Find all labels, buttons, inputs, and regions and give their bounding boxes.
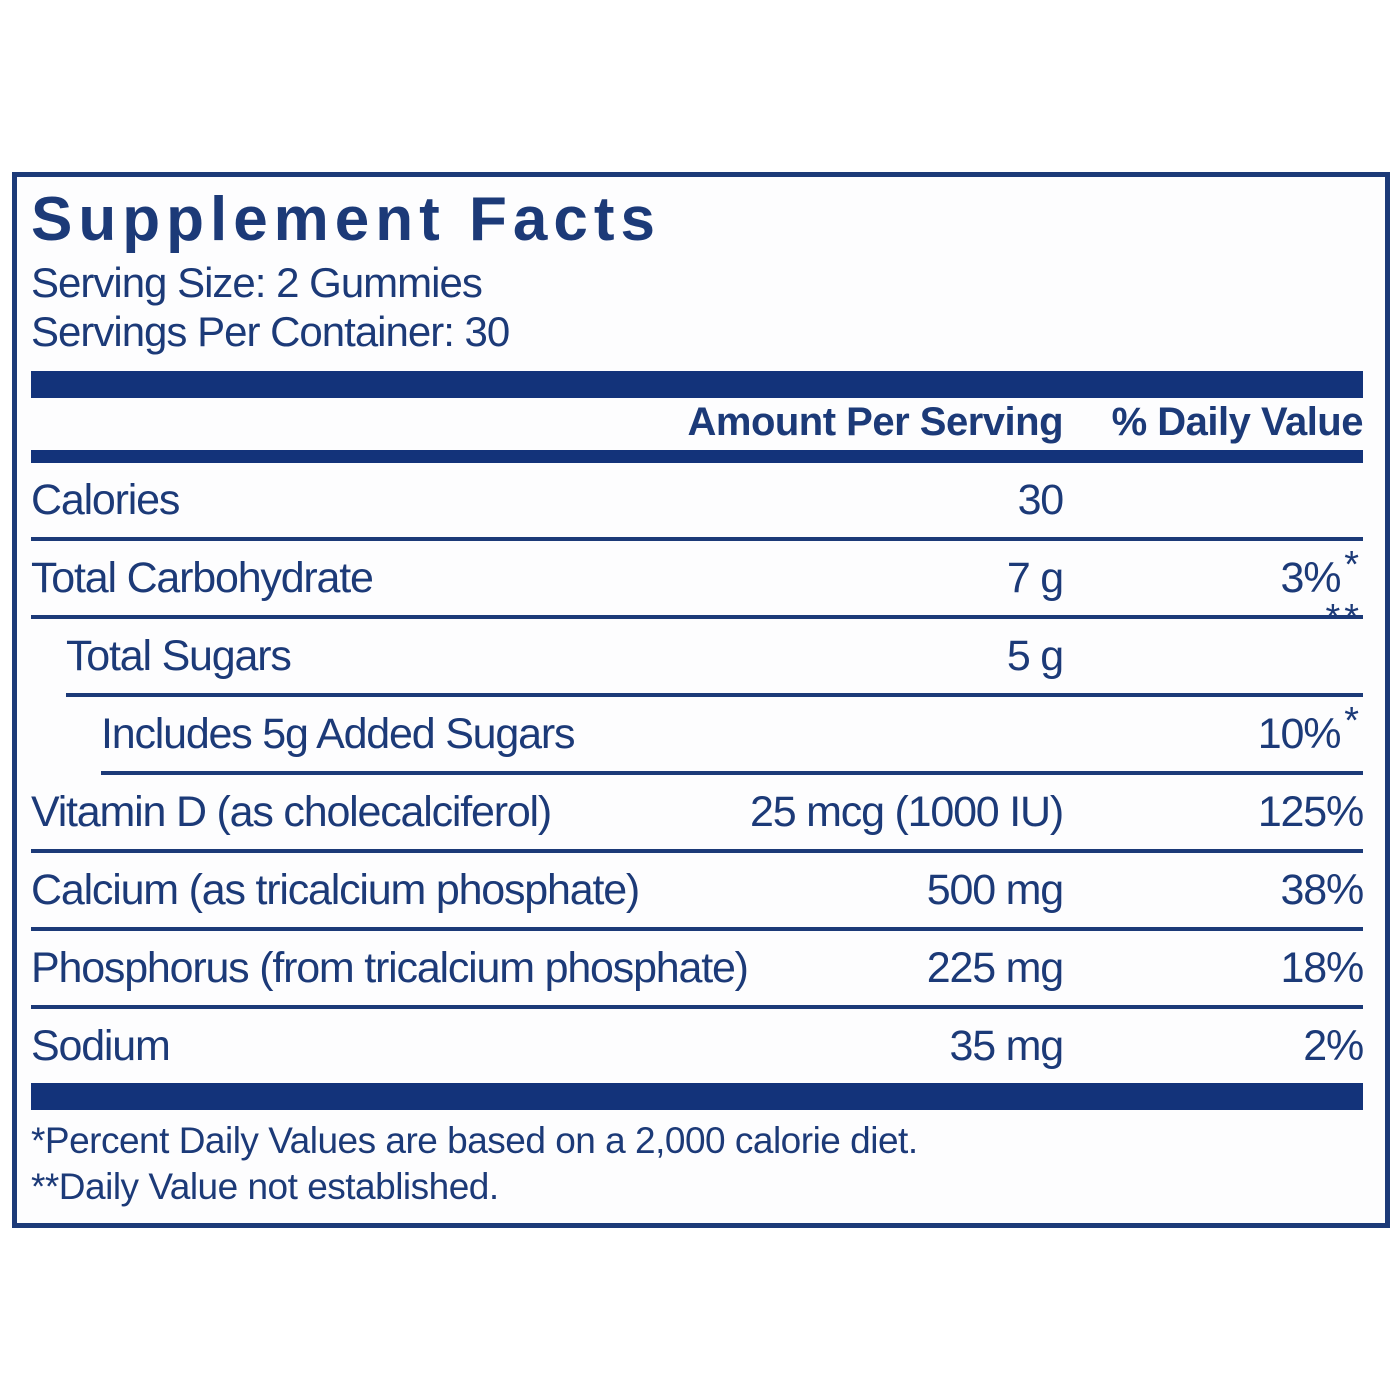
servings-per-container: Servings Per Container: 30 bbox=[31, 308, 510, 356]
row-phosphorus: Phosphorus (from tricalcium phosphate) 2… bbox=[31, 931, 1365, 1005]
column-header-row: Amount Per Serving % Daily Value bbox=[31, 398, 1363, 450]
nutrient-dv: 125% bbox=[1257, 787, 1364, 836]
serving-info: Serving Size: 2 Gummies Servings Per Con… bbox=[31, 258, 1363, 356]
nutrient-dv: 18% bbox=[1280, 943, 1365, 992]
nutrient-name: Calories bbox=[31, 475, 180, 524]
row-vitamin-d: Vitamin D (as cholecalciferol) 25 mcg (1… bbox=[31, 775, 1364, 849]
dv-asterisk: ** bbox=[1325, 596, 1363, 639]
nutrient-name: Calcium (as tricalcium phosphate) bbox=[31, 865, 640, 914]
row-total-carbohydrate: Total Carbohydrate 7 g 3% * bbox=[31, 541, 1363, 615]
row-separator bbox=[101, 771, 1363, 776]
nutrient-amount: 30 bbox=[1017, 475, 1065, 524]
nutrient-amount: 5 g bbox=[1006, 631, 1064, 680]
row-sodium: Sodium 35 mg 2% bbox=[31, 1009, 1364, 1083]
divider-bar-top bbox=[31, 371, 1363, 399]
dv-asterisk: * bbox=[1344, 544, 1363, 587]
dv-asterisk: * bbox=[1344, 700, 1363, 743]
row-calories: Calories 30 bbox=[31, 463, 1363, 537]
footnotes: *Percent Daily Values are based on a 2,0… bbox=[31, 1118, 1363, 1210]
row-separator bbox=[31, 1005, 1363, 1010]
nutrient-amount: 35 mg bbox=[949, 1021, 1064, 1070]
nutrient-dv: 3% * bbox=[1280, 544, 1363, 602]
serving-size: Serving Size: 2 Gummies bbox=[31, 259, 483, 307]
nutrient-dv: 10% * bbox=[1257, 700, 1363, 758]
nutrient-name: Includes 5g Added Sugars bbox=[101, 709, 575, 758]
nutrient-name: Total Carbohydrate bbox=[31, 553, 374, 602]
panel-title: Supplement Facts bbox=[31, 185, 661, 254]
nutrient-amount: 500 mg bbox=[926, 865, 1064, 914]
nutrient-name: Sodium bbox=[31, 1021, 171, 1070]
nutrient-dv: 38% bbox=[1280, 865, 1365, 914]
nutrient-name: Vitamin D (as cholecalciferol) bbox=[31, 787, 552, 836]
footnote-dv-basis: *Percent Daily Values are based on a 2,0… bbox=[31, 1120, 918, 1162]
row-total-sugars: Total Sugars 5 g ** bbox=[31, 597, 1363, 693]
divider-bar-bottom bbox=[31, 1083, 1363, 1111]
supplement-facts-panel: Supplement Facts Serving Size: 2 Gummies… bbox=[12, 172, 1390, 1228]
nutrient-amount: 25 mcg (1000 IU) bbox=[749, 787, 1064, 836]
nutrient-amount: 7 g bbox=[1006, 553, 1064, 602]
row-separator bbox=[31, 849, 1363, 854]
nutrient-name: Phosphorus (from tricalcium phosphate) bbox=[31, 943, 749, 992]
divider-bar-header bbox=[31, 450, 1363, 464]
row-separator bbox=[31, 615, 1363, 620]
row-separator bbox=[66, 693, 1363, 698]
column-header-dv: % Daily Value bbox=[1111, 400, 1364, 445]
column-header-amount: Amount Per Serving bbox=[687, 400, 1063, 445]
nutrient-dv: ** bbox=[1322, 597, 1363, 655]
nutrient-name: Total Sugars bbox=[66, 631, 292, 680]
row-added-sugars: Includes 5g Added Sugars 10% * bbox=[31, 697, 1363, 771]
row-separator bbox=[31, 927, 1363, 932]
nutrient-dv: 2% bbox=[1303, 1021, 1364, 1070]
row-calcium: Calcium (as tricalcium phosphate) 500 mg… bbox=[31, 853, 1365, 927]
footnote-dv-not-established: **Daily Value not established. bbox=[31, 1166, 499, 1208]
row-separator bbox=[31, 537, 1363, 542]
nutrient-amount: 225 mg bbox=[926, 943, 1064, 992]
